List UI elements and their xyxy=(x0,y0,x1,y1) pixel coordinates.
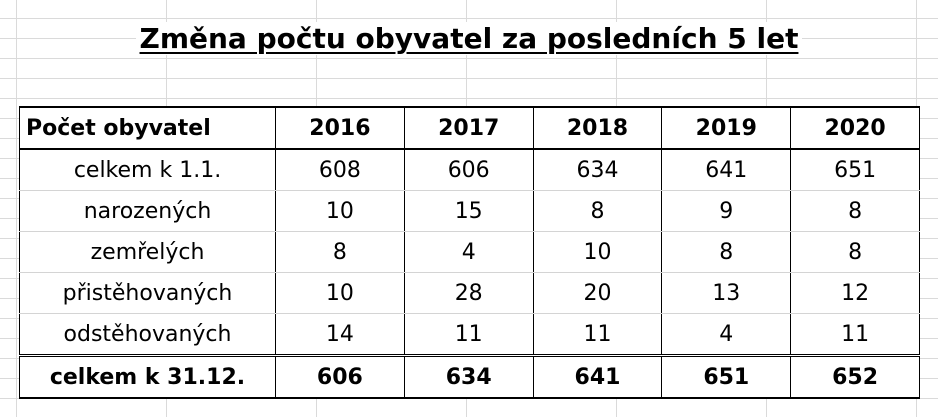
value-cell[interactable]: 20 xyxy=(532,272,663,314)
value-cell[interactable]: 8 xyxy=(275,231,405,273)
page-title: Změna počtu obyvatel za posledních 5 let xyxy=(0,22,938,55)
value-cell[interactable]: 641 xyxy=(661,149,792,191)
value-cell[interactable]: 4 xyxy=(661,313,792,357)
value-cell[interactable]: 651 xyxy=(790,149,920,191)
value-cell[interactable]: 8 xyxy=(790,231,920,273)
value-cell[interactable]: 608 xyxy=(275,149,405,191)
value-cell[interactable]: 28 xyxy=(403,272,534,314)
row-label-cell[interactable]: přistěhovaných xyxy=(19,272,276,314)
value-cell[interactable]: 8 xyxy=(532,190,663,232)
value-cell[interactable]: 15 xyxy=(403,190,534,232)
row-label-cell[interactable]: zemřelých xyxy=(19,231,276,273)
value-cell[interactable]: 14 xyxy=(275,313,405,357)
row-label-cell[interactable]: narozených xyxy=(19,190,276,232)
year-header-cell[interactable]: 2017 xyxy=(403,106,534,150)
year-header-cell[interactable]: 2019 xyxy=(661,106,792,150)
value-cell[interactable]: 634 xyxy=(532,149,663,191)
value-cell[interactable]: 10 xyxy=(275,190,405,232)
value-cell[interactable]: 9 xyxy=(661,190,792,232)
value-cell[interactable]: 11 xyxy=(532,313,663,357)
value-cell[interactable]: 4 xyxy=(403,231,534,273)
total-row: celkem k 31.12. 606 634 641 651 652 xyxy=(19,354,920,399)
value-cell[interactable]: 606 xyxy=(403,149,534,191)
value-cell[interactable]: 11 xyxy=(790,313,920,357)
value-cell[interactable]: 8 xyxy=(790,190,920,232)
table-row: zemřelých 8 4 10 8 8 xyxy=(19,231,920,273)
value-cell[interactable]: 10 xyxy=(532,231,663,273)
year-header-cell[interactable]: 2020 xyxy=(790,106,920,150)
total-value-cell[interactable]: 651 xyxy=(661,354,792,399)
value-cell[interactable]: 10 xyxy=(275,272,405,314)
value-cell[interactable]: 13 xyxy=(661,272,792,314)
total-value-cell[interactable]: 641 xyxy=(532,354,663,399)
table-row: odstěhovaných 14 11 11 4 11 xyxy=(19,313,920,357)
total-label-cell[interactable]: celkem k 31.12. xyxy=(19,354,276,399)
table-row: narozených 10 15 8 9 8 xyxy=(19,190,920,232)
value-cell[interactable]: 8 xyxy=(661,231,792,273)
row-label-cell[interactable]: celkem k 1.1. xyxy=(19,149,276,191)
row-label-cell[interactable]: odstěhovaných xyxy=(19,313,276,357)
table-row: přistěhovaných 10 28 20 13 12 xyxy=(19,272,920,314)
year-header-cell[interactable]: 2016 xyxy=(275,106,405,150)
total-value-cell[interactable]: 606 xyxy=(275,354,405,399)
population-table: Počet obyvatel 2016 2017 2018 2019 2020 … xyxy=(19,106,920,399)
title-text: Změna počtu obyvatel za posledních 5 let xyxy=(135,22,803,55)
header-label-cell[interactable]: Počet obyvatel xyxy=(19,106,276,150)
total-value-cell[interactable]: 652 xyxy=(790,354,920,399)
value-cell[interactable]: 12 xyxy=(790,272,920,314)
header-row: Počet obyvatel 2016 2017 2018 2019 2020 xyxy=(19,106,920,150)
year-header-cell[interactable]: 2018 xyxy=(532,106,663,150)
total-value-cell[interactable]: 634 xyxy=(403,354,534,399)
value-cell[interactable]: 11 xyxy=(403,313,534,357)
table-row: celkem k 1.1. 608 606 634 641 651 xyxy=(19,149,920,191)
